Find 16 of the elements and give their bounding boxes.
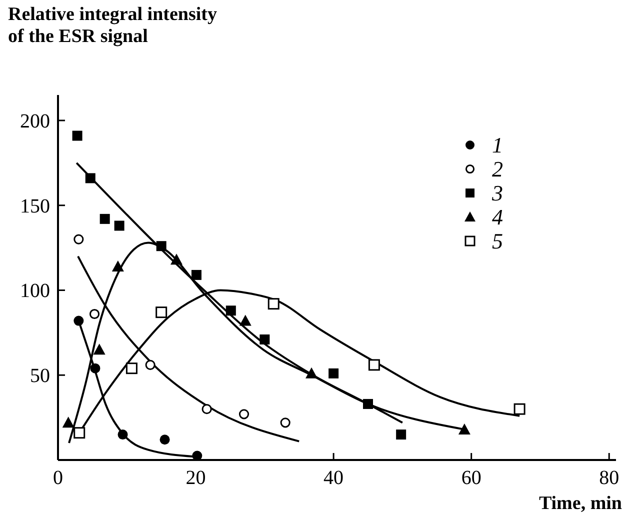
legend-label: 4: [492, 204, 503, 230]
x-tick-label: 0: [53, 467, 63, 489]
legend-label: 3: [491, 180, 503, 206]
x-axis-title: Time, min: [538, 493, 622, 514]
y-tick-label: 150: [20, 195, 50, 218]
legend-label: 1: [492, 132, 503, 158]
y-tick-label: 100: [20, 280, 50, 302]
legend-label: 5: [492, 228, 503, 254]
y-tick-label: 200: [20, 110, 50, 132]
y-axis-title: Relative integral intensity of the ESR signal: [8, 4, 218, 47]
x-tick-label: 60: [461, 467, 482, 489]
x-tick-label: 40: [324, 467, 344, 489]
y-tick-label: 50: [30, 365, 50, 388]
x-tick-label: 20: [186, 467, 206, 489]
legend-label: 2: [492, 156, 503, 182]
x-tick-label: 80: [599, 467, 620, 489]
